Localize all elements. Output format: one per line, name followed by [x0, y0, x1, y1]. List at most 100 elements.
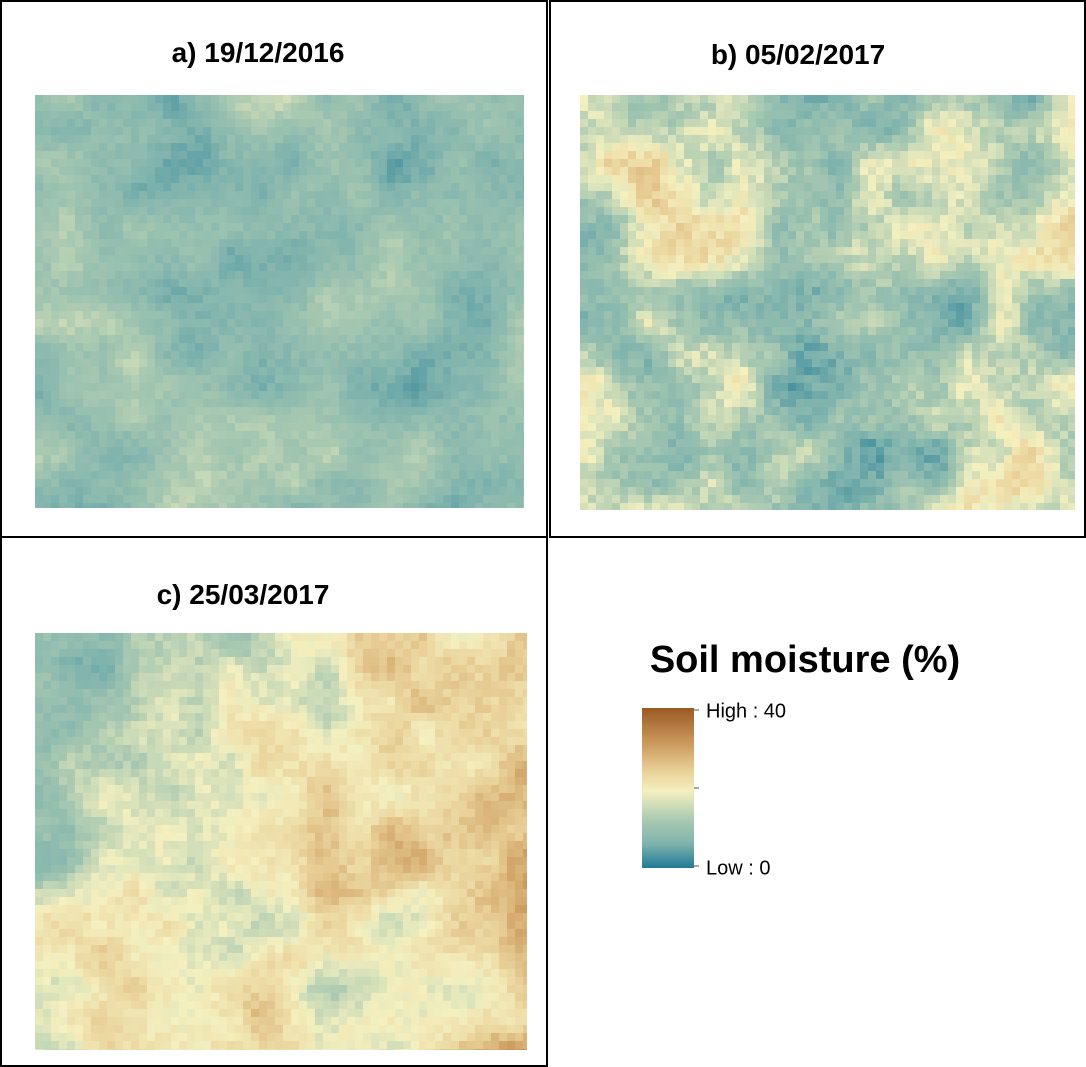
- raster-cell: [51, 303, 59, 311]
- raster-cell: [155, 431, 163, 439]
- raster-cell: [908, 167, 916, 175]
- raster-cell: [884, 151, 892, 159]
- raster-cell: [459, 239, 467, 247]
- raster-cell: [491, 135, 499, 143]
- raster-cell: [852, 207, 860, 215]
- raster-cell: [435, 199, 443, 207]
- raster-cell: [235, 399, 243, 407]
- raster-cell: [459, 103, 467, 111]
- raster-cell: [355, 463, 363, 471]
- raster-cell: [523, 367, 524, 375]
- raster-cell: [523, 503, 524, 508]
- raster-cell: [604, 135, 612, 143]
- raster-cell: [187, 247, 195, 255]
- raster-cell: [852, 239, 860, 247]
- raster-cell: [219, 503, 227, 508]
- raster-cell: [379, 343, 387, 351]
- raster-cell: [339, 223, 347, 231]
- raster-cell: [283, 295, 291, 303]
- raster-cell: [644, 167, 652, 175]
- raster-cell: [467, 135, 475, 143]
- raster-cell: [700, 111, 708, 119]
- raster-cell: [788, 127, 796, 135]
- raster-cell: [331, 487, 339, 495]
- raster-cell: [852, 143, 860, 151]
- raster-cell: [315, 159, 323, 167]
- raster-cell: [764, 159, 772, 167]
- raster-cell: [924, 111, 932, 119]
- raster-cell: [916, 271, 924, 279]
- raster-cell: [828, 191, 836, 199]
- raster-cell: [235, 359, 243, 367]
- raster-cell: [203, 95, 211, 103]
- raster-cell: [355, 167, 363, 175]
- raster-cell: [147, 463, 155, 471]
- raster-cell: [243, 207, 251, 215]
- raster-cell: [580, 319, 588, 327]
- raster-cell: [275, 103, 283, 111]
- raster-cell: [604, 167, 612, 175]
- raster-cell: [443, 231, 451, 239]
- raster-cell: [243, 167, 251, 175]
- raster-cell: [235, 279, 243, 287]
- raster-cell: [483, 487, 491, 495]
- raster-cell: [580, 215, 588, 223]
- raster-cell: [83, 359, 91, 367]
- raster-cell: [956, 231, 964, 239]
- raster-cell: [772, 143, 780, 151]
- raster-cell: [884, 199, 892, 207]
- raster-cell: [395, 463, 403, 471]
- raster-cell: [427, 199, 435, 207]
- raster-cell: [275, 287, 283, 295]
- raster-cell: [459, 183, 467, 191]
- raster-cell: [451, 415, 459, 423]
- raster-cell: [916, 95, 924, 103]
- raster-cell: [419, 191, 427, 199]
- raster-cell: [195, 367, 203, 375]
- raster-cell: [844, 271, 852, 279]
- raster-cell: [628, 279, 636, 287]
- raster-cell: [91, 503, 99, 508]
- raster-cell: [491, 287, 499, 295]
- raster-cell: [395, 471, 403, 479]
- raster-cell: [972, 95, 980, 103]
- raster-cell: [307, 271, 315, 279]
- raster-cell: [59, 479, 67, 487]
- raster-cell: [780, 247, 788, 255]
- raster-cell: [187, 199, 195, 207]
- raster-cell: [275, 391, 283, 399]
- raster-cell: [403, 255, 411, 263]
- raster-cell: [267, 311, 275, 319]
- raster-cell: [1020, 303, 1028, 311]
- raster-cell: [123, 479, 131, 487]
- raster-cell: [1036, 111, 1044, 119]
- raster-cell: [467, 183, 475, 191]
- raster-cell: [523, 207, 524, 215]
- raster-cell: [43, 255, 51, 263]
- raster-cell: [796, 231, 804, 239]
- raster-cell: [427, 175, 435, 183]
- raster-cell: [363, 367, 371, 375]
- raster-cell: [155, 367, 163, 375]
- raster-cell: [1068, 127, 1075, 135]
- raster-cell: [331, 351, 339, 359]
- raster-cell: [219, 375, 227, 383]
- raster-cell: [628, 183, 636, 191]
- raster-cell: [1068, 223, 1075, 231]
- raster-cell: [267, 103, 275, 111]
- raster-cell: [115, 319, 123, 327]
- raster-cell: [1060, 223, 1068, 231]
- raster-cell: [892, 271, 900, 279]
- raster-cell: [155, 223, 163, 231]
- raster-cell: [395, 183, 403, 191]
- raster-cell: [347, 119, 355, 127]
- raster-cell: [908, 143, 916, 151]
- raster-cell: [139, 431, 147, 439]
- raster-cell: [956, 215, 964, 223]
- raster-cell: [347, 191, 355, 199]
- raster-cell: [764, 143, 772, 151]
- raster-cell: [820, 287, 828, 295]
- raster-cell: [948, 199, 956, 207]
- raster-cell: [1004, 103, 1012, 111]
- raster-cell: [820, 303, 828, 311]
